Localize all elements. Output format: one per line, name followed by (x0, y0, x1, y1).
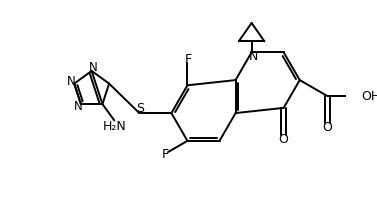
Text: O: O (279, 133, 289, 146)
Text: F: F (185, 53, 192, 66)
Text: N: N (249, 50, 258, 63)
Text: F: F (162, 148, 169, 161)
Text: N: N (89, 61, 98, 74)
Text: N: N (74, 100, 83, 113)
Text: H₂N: H₂N (103, 120, 126, 133)
Text: O: O (323, 122, 333, 135)
Text: S: S (136, 102, 144, 115)
Text: N: N (67, 75, 76, 88)
Text: OH: OH (361, 90, 377, 103)
